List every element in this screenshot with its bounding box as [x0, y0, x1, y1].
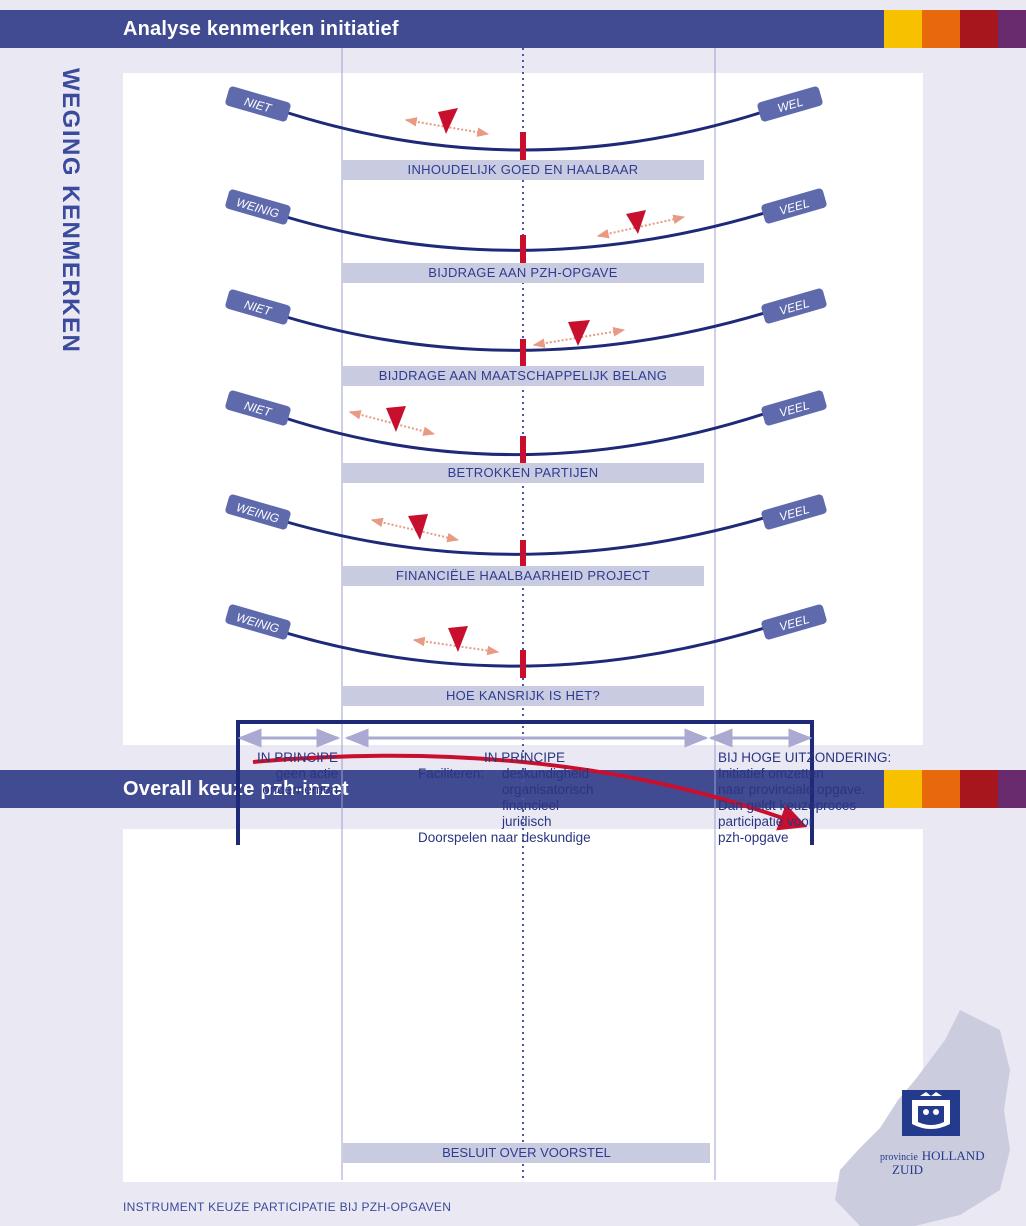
column-middle-title: IN PRINCIPE — [484, 750, 566, 765]
accent-swatch-red — [960, 770, 998, 808]
faciliteren-item: organisatorisch — [502, 782, 594, 797]
center-marker — [520, 132, 526, 160]
faciliteren-item: deskundigheid — [502, 766, 590, 781]
column-right-line: Dan geldt keuzeproces — [718, 798, 857, 813]
accent-swatch-yellow — [884, 10, 922, 48]
side-label-weging: WEGING KENMERKEN — [57, 68, 84, 354]
accent-swatch-yellow — [884, 770, 922, 808]
column-right-text: BIJ HOGE UITZONDERING: Initiatief omzett… — [718, 750, 918, 846]
right-tag: VEEL — [761, 604, 827, 640]
row-label: FINANCIËLE HAALBAARHEID PROJECT — [342, 566, 704, 586]
left-tag: NIET — [225, 390, 291, 426]
right-tag-text: WEL — [776, 95, 805, 116]
range-arrow — [596, 214, 686, 239]
accent-swatch-orange — [922, 770, 960, 808]
weight-indicator — [408, 514, 428, 540]
left-tag: NIET — [225, 289, 291, 325]
column-left-text: IN PRINCIPE geen actie ondernemen — [242, 750, 338, 798]
balance-curve — [269, 508, 791, 556]
left-tag: NIET — [225, 86, 291, 122]
balance-curve — [269, 403, 791, 457]
faciliteren-label: Faciliteren: — [418, 766, 485, 781]
weight-indicator — [568, 320, 590, 346]
balance-curve — [269, 303, 791, 352]
weight-indicator — [438, 108, 458, 134]
left-tag: WEINIG — [225, 189, 291, 225]
column-right-line: participatie voor — [718, 814, 814, 829]
section-title-analyse: Analyse kenmerken initiatief — [123, 18, 399, 40]
column-left-line: geen actie — [275, 766, 338, 781]
accent-swatch-purple — [998, 10, 1026, 48]
right-tag: VEEL — [761, 494, 827, 530]
range-arrow — [348, 410, 436, 436]
logo-zuid: ZUID — [892, 1162, 924, 1177]
balance-row: WEINIG VEEL — [225, 188, 827, 265]
center-marker — [520, 540, 526, 568]
right-tag: VEEL — [761, 188, 827, 224]
row-label: HOE KANSRIJK IS HET? — [342, 686, 704, 706]
column-middle-last: Doorspelen naar deskundige — [418, 830, 591, 845]
column-middle-text: IN PRINCIPE Faciliteren: deskundigheid o… — [418, 750, 678, 846]
weight-indicator — [448, 626, 468, 652]
row-label: BIJDRAGE AAN MAATSCHAPPELIJK BELANG — [342, 366, 704, 386]
faciliteren-item: financieel — [502, 798, 560, 813]
growth-arrow — [252, 753, 808, 831]
section-header-analyse: Analyse kenmerken initiatief — [0, 10, 1026, 48]
row-label: BIJDRAGE AAN PZH-OPGAVE — [342, 263, 704, 283]
center-marker — [520, 650, 526, 678]
right-tag: VEEL — [761, 390, 827, 426]
column-right-line: Initiatief omzetten — [718, 766, 824, 781]
logo-text: provincie HOLLAND ZUID — [880, 1148, 1000, 1177]
faciliteren-item: juridisch — [502, 814, 552, 829]
column-left-title: IN PRINCIPE — [256, 750, 338, 765]
column-right-line: pzh-opgave — [718, 830, 789, 845]
choice-bucket-outline — [236, 720, 814, 845]
accent-swatch-orange — [922, 10, 960, 48]
right-tag: VEEL — [761, 288, 827, 324]
left-tag: WEINIG — [225, 494, 291, 530]
column-left-line: ondernemen — [262, 782, 338, 797]
balance-row: NIET VEEL — [225, 390, 827, 464]
column-right-title: BIJ HOGE UITZONDERING: — [718, 750, 892, 765]
balance-row: WEINIG VEEL — [225, 604, 827, 678]
balance-row: WEINIG VEEL — [225, 494, 827, 568]
left-tag: WEINIG — [225, 604, 291, 640]
weight-indicator — [626, 210, 646, 234]
row-label: BETROKKEN PARTIJEN — [342, 463, 704, 483]
right-tag: WEL — [757, 86, 823, 122]
accent-swatch-purple — [998, 770, 1026, 808]
decision-label: BESLUIT OVER VOORSTEL — [343, 1143, 710, 1163]
balance-row: NIET VEEL — [225, 288, 827, 367]
center-marker — [520, 436, 526, 464]
accent-swatch-red — [960, 10, 998, 48]
row-label: INHOUDELIJK GOED EN HAALBAAR — [342, 160, 704, 180]
logo-provincie: provincie — [880, 1152, 918, 1163]
center-marker — [520, 339, 526, 367]
center-marker — [520, 235, 526, 265]
column-right-line: naar provinciale opgave. — [718, 782, 866, 797]
balance-curve — [269, 203, 791, 252]
footer-caption: INSTRUMENT KEUZE PARTICIPATIE BIJ PZH-OP… — [123, 1200, 452, 1214]
section-header-overall: Overall keuze pzh-inzet — [0, 770, 1026, 808]
section-title-overall: Overall keuze pzh-inzet — [123, 778, 349, 800]
balance-curve — [269, 618, 791, 668]
weight-indicator — [386, 406, 406, 432]
province-logo — [902, 1090, 960, 1136]
balance-row: NIET WEL — [225, 86, 823, 160]
logo-holland: HOLLAND — [921, 1148, 985, 1163]
